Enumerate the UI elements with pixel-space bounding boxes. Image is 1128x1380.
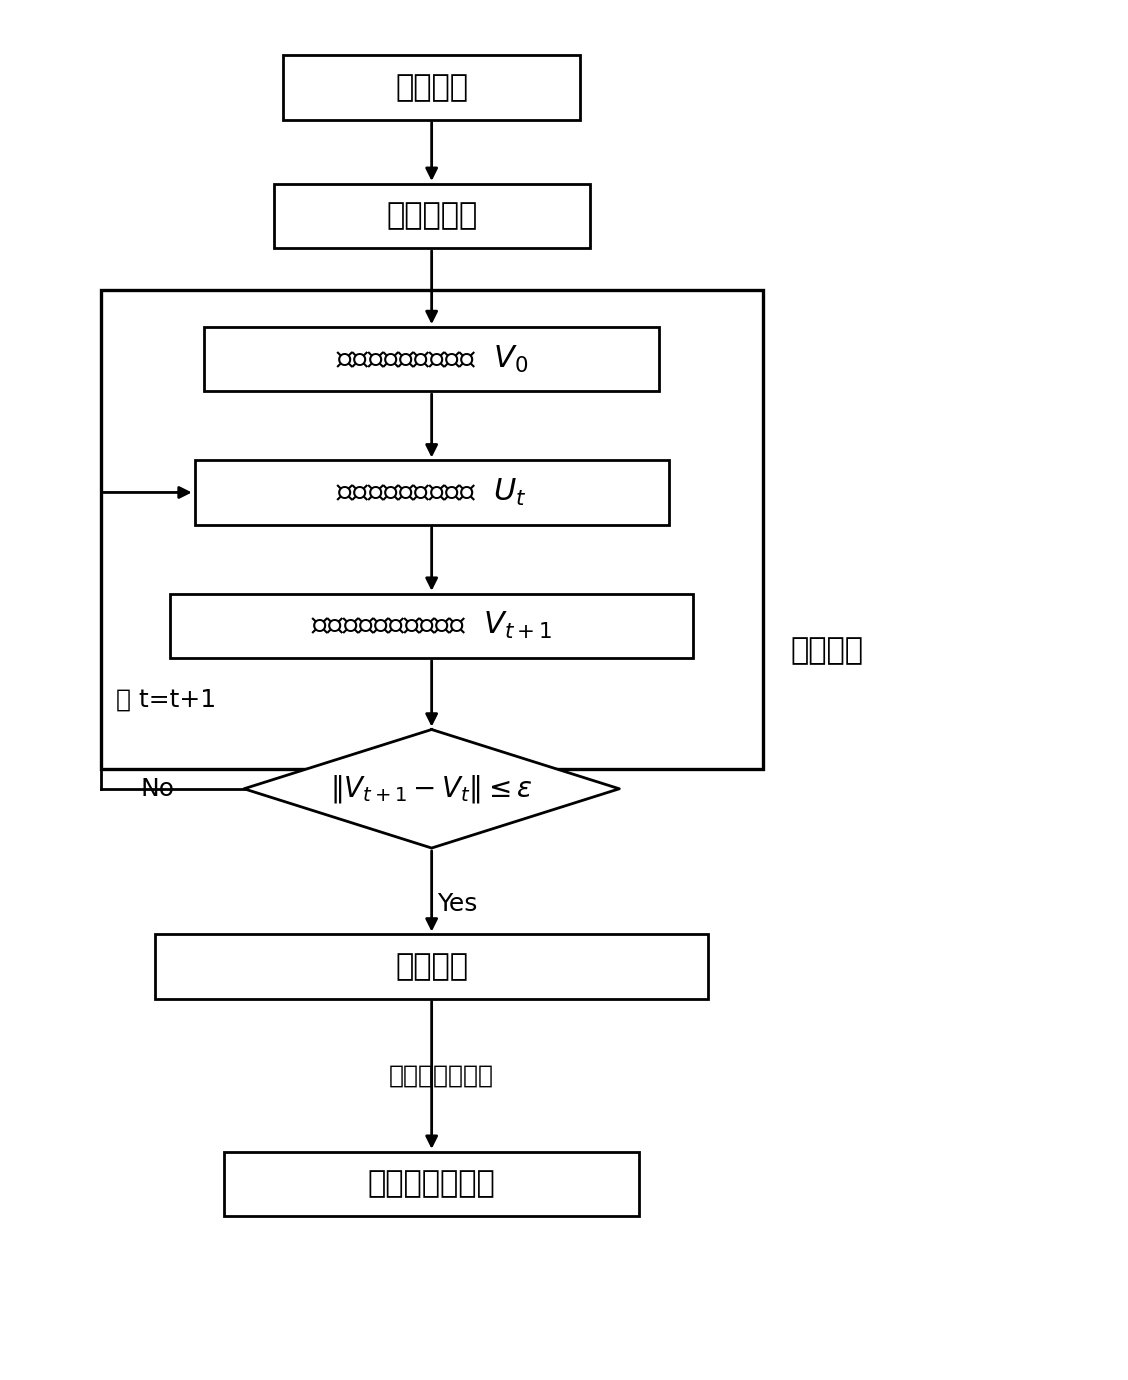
Bar: [224, 1152, 640, 1216]
Text: 聚类结果: 聚类结果: [395, 952, 468, 981]
Text: 调整样本聚类中心矩阵  $V_{t+1}$: 调整样本聚类中心矩阵 $V_{t+1}$: [311, 610, 553, 642]
Text: 初始化聚类中心矩阵  $V_0$: 初始化聚类中心矩阵 $V_0$: [335, 344, 528, 375]
Text: 令 t=t+1: 令 t=t+1: [115, 687, 215, 712]
Text: No: No: [140, 777, 175, 800]
Text: 数据标准化: 数据标准化: [386, 201, 477, 230]
Text: $\|V_{t+1}-V_t\|\leq\varepsilon$: $\|V_{t+1}-V_t\|\leq\varepsilon$: [331, 773, 534, 805]
Bar: [100, 290, 763, 769]
Bar: [283, 55, 580, 120]
Text: 聚类模块: 聚类模块: [791, 636, 863, 665]
Text: 标准化反向运算: 标准化反向运算: [389, 1063, 494, 1087]
Bar: [274, 184, 590, 248]
Bar: [155, 934, 708, 999]
Text: Yes: Yes: [437, 893, 477, 916]
Text: 最终的聚类中心: 最终的聚类中心: [368, 1169, 495, 1198]
Bar: [204, 327, 659, 391]
Text: 计算样本隶属度矩阵  $U_t$: 计算样本隶属度矩阵 $U_t$: [336, 477, 527, 508]
Bar: [195, 461, 669, 524]
Bar: [170, 593, 694, 658]
Polygon shape: [244, 730, 619, 849]
Text: 历史数据: 历史数据: [395, 73, 468, 102]
